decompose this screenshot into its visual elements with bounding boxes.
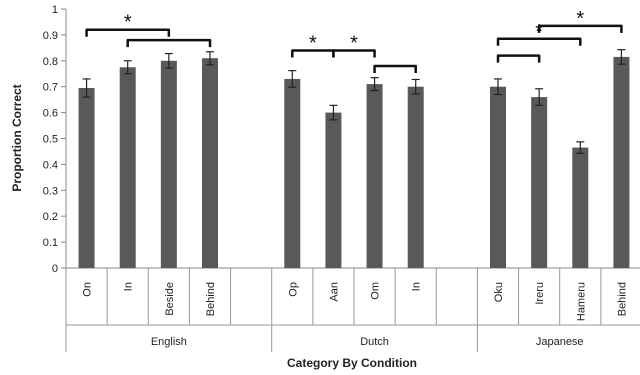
- bar: [490, 86, 506, 268]
- y-tick-label: 0.2: [43, 211, 58, 223]
- significance-bracket: [85, 28, 171, 37]
- significance-star: *: [124, 12, 132, 34]
- bar: [202, 58, 218, 269]
- significance-bracket: [126, 38, 212, 48]
- significance-star: *: [576, 8, 584, 30]
- category-label: Om: [370, 282, 382, 300]
- category-label: In: [123, 282, 135, 291]
- significance-bracket: [496, 37, 582, 46]
- bar: [613, 56, 630, 268]
- axes: 0 0.1 0.2 0.3 0.4 0.5 0.6 0.7 0.8 0.9 1 On In Beside B…: [43, 4, 640, 352]
- bar: [572, 147, 589, 268]
- significance-star: *: [535, 21, 543, 43]
- category-label: Aan: [328, 282, 340, 302]
- y-tick-label: 0.9: [43, 30, 58, 42]
- category-label: Beside: [164, 282, 176, 316]
- bar: [284, 78, 301, 269]
- category-label: On: [82, 282, 94, 297]
- significance-star: *: [350, 32, 358, 54]
- category-label: Hameru: [575, 282, 587, 321]
- bar: [160, 60, 177, 268]
- y-tick-label: 0.5: [43, 134, 58, 146]
- y-tick-label: 0.6: [43, 108, 58, 120]
- bar: [366, 84, 383, 268]
- significance-bracket: [332, 49, 376, 58]
- group-label: Dutch: [360, 336, 389, 348]
- category-label: Op: [287, 282, 299, 297]
- bars: [78, 49, 630, 269]
- significance-bracket: [537, 24, 623, 33]
- bar: [407, 86, 424, 268]
- y-tick-label: 0.8: [43, 56, 58, 68]
- y-tick-label: 0: [52, 263, 58, 275]
- significance-brackets: * * * * *: [85, 8, 623, 73]
- y-tick-label: 0.3: [43, 185, 58, 197]
- bar: [78, 87, 95, 269]
- category-label: Ireru: [534, 282, 546, 305]
- group-label: Japanese: [536, 336, 584, 348]
- y-tick-label: 0.1: [43, 237, 58, 249]
- group-label: English: [151, 336, 187, 348]
- x-axis-label: Category By Condition: [287, 356, 417, 370]
- y-axis-label: Proportion Correct: [10, 84, 24, 191]
- category-label: Oku: [493, 282, 505, 302]
- significance-bracket: [496, 54, 541, 63]
- significance-star: *: [309, 32, 317, 54]
- y-tick-label: 0.7: [43, 82, 58, 94]
- bar: [119, 67, 136, 269]
- bar: [531, 97, 548, 268]
- category-label: In: [411, 282, 423, 291]
- category-label: Behind: [616, 282, 628, 316]
- y-tick-label: 1: [52, 4, 58, 16]
- y-tick-label: 0.4: [43, 159, 58, 171]
- significance-bracket: [373, 64, 417, 73]
- category-label: Behind: [205, 282, 217, 316]
- bar: [325, 112, 342, 268]
